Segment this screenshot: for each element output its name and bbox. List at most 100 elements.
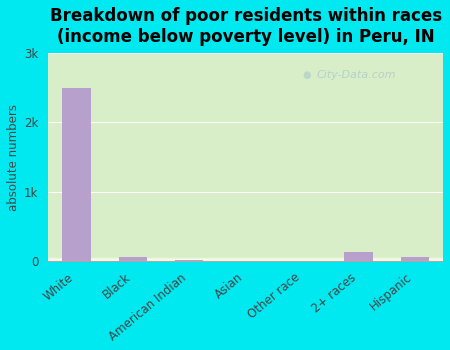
Bar — [48, 257, 443, 259]
Title: Breakdown of poor residents within races
(income below poverty level) in Peru, I: Breakdown of poor residents within races… — [50, 7, 442, 46]
Bar — [48, 257, 443, 259]
Bar — [48, 258, 443, 260]
Bar — [48, 257, 443, 259]
Bar — [48, 258, 443, 260]
Bar — [48, 259, 443, 261]
Bar — [48, 258, 443, 260]
Bar — [48, 259, 443, 261]
Bar — [48, 259, 443, 261]
Bar — [48, 259, 443, 261]
Bar — [48, 259, 443, 261]
Bar — [48, 257, 443, 259]
Bar — [48, 259, 443, 261]
Bar — [48, 259, 443, 261]
Bar — [48, 257, 443, 259]
Bar — [48, 258, 443, 260]
Bar — [48, 258, 443, 260]
Bar — [48, 257, 443, 259]
Bar — [48, 258, 443, 260]
Bar — [48, 258, 443, 260]
Text: ●: ● — [303, 70, 311, 79]
Bar — [48, 257, 443, 259]
Bar — [48, 258, 443, 260]
Bar — [48, 258, 443, 260]
Bar — [48, 259, 443, 261]
Bar — [48, 258, 443, 260]
Bar — [48, 259, 443, 261]
Bar — [175, 260, 203, 261]
Bar — [48, 258, 443, 260]
Bar — [48, 259, 443, 261]
Bar — [48, 259, 443, 261]
Bar — [48, 258, 443, 260]
Bar — [48, 258, 443, 260]
Bar — [48, 258, 443, 260]
Bar — [48, 259, 443, 261]
Bar — [48, 258, 443, 260]
Bar — [62, 88, 90, 261]
Bar — [48, 259, 443, 261]
Bar — [48, 258, 443, 260]
Bar — [48, 259, 443, 261]
Bar — [48, 257, 443, 259]
Bar — [48, 258, 443, 260]
Bar — [48, 259, 443, 261]
Bar — [48, 259, 443, 261]
Bar — [48, 258, 443, 260]
Bar — [48, 258, 443, 260]
Bar — [48, 259, 443, 261]
Bar — [48, 258, 443, 260]
Text: City-Data.com: City-Data.com — [317, 70, 396, 79]
Bar — [48, 259, 443, 261]
Bar — [48, 259, 443, 261]
Bar — [48, 259, 443, 261]
Bar — [48, 258, 443, 260]
Bar — [48, 258, 443, 260]
Bar — [48, 258, 443, 260]
Bar — [48, 259, 443, 261]
Bar — [48, 258, 443, 260]
Bar — [48, 258, 443, 260]
Bar — [48, 258, 443, 260]
Bar — [48, 258, 443, 260]
Bar — [48, 258, 443, 260]
Bar — [48, 259, 443, 261]
Bar — [48, 258, 443, 260]
Bar — [48, 259, 443, 261]
Bar — [48, 258, 443, 260]
Bar — [48, 258, 443, 260]
Bar — [48, 259, 443, 261]
Bar — [48, 257, 443, 259]
Bar — [48, 258, 443, 260]
Bar — [48, 258, 443, 260]
Bar — [344, 252, 373, 261]
Bar — [48, 258, 443, 260]
Bar — [48, 259, 443, 260]
Bar — [48, 258, 443, 260]
Bar — [48, 257, 443, 259]
Bar — [48, 258, 443, 260]
Bar — [48, 258, 443, 260]
Bar — [48, 259, 443, 261]
Bar — [48, 258, 443, 260]
Bar — [48, 257, 443, 259]
Bar — [48, 258, 443, 260]
Bar — [48, 259, 443, 261]
Bar — [48, 259, 443, 261]
Bar — [48, 259, 443, 261]
Bar — [48, 258, 443, 260]
Bar — [48, 258, 443, 260]
Bar — [48, 259, 443, 261]
Bar — [48, 258, 443, 260]
Bar — [48, 258, 443, 260]
Bar — [119, 257, 147, 261]
Bar — [48, 259, 443, 261]
Bar — [48, 259, 443, 261]
Bar — [48, 258, 443, 260]
Bar — [48, 259, 443, 261]
Bar — [48, 258, 443, 260]
Bar — [48, 257, 443, 259]
Bar — [48, 258, 443, 260]
Bar — [48, 258, 443, 260]
Bar — [48, 258, 443, 260]
